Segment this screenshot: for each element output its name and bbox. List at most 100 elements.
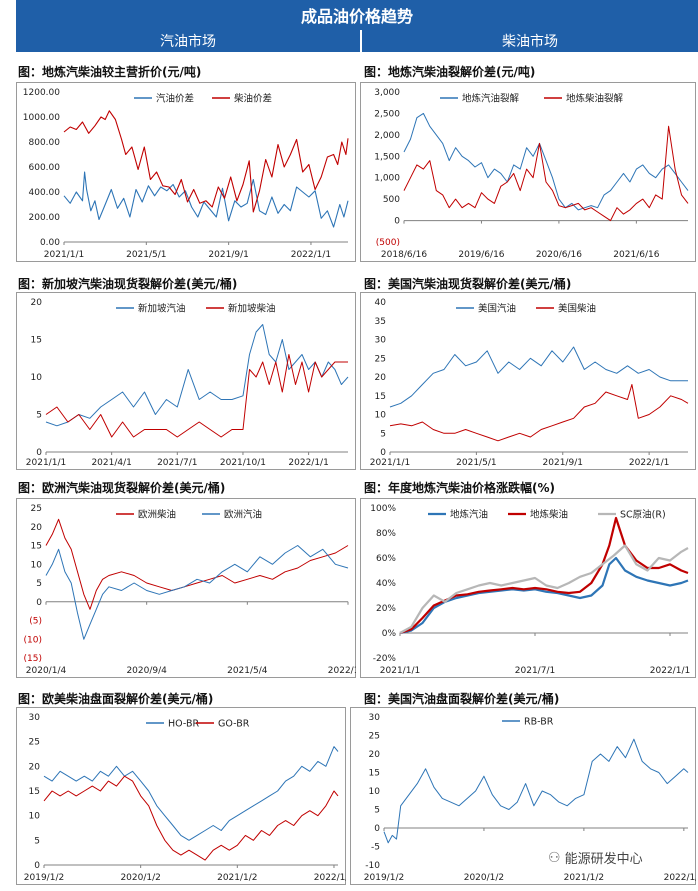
chart-singapore-crack-spread: 0 5 10 15 20 2021/1/1 2021/4/1 2021/7/1 2021/10/…	[16, 292, 356, 470]
chart-us-gasoline-futures-crack: -10 -5 0 5 10 15 20 25 30 2019/1/2 2020/1/2 2021/1/…	[350, 707, 696, 885]
legend-label: HO-BR	[168, 719, 199, 730]
y-tick-label: 0.00	[40, 238, 60, 248]
y-tick-label: 5	[380, 429, 386, 439]
y-tick-label: (15)	[24, 654, 42, 664]
chart-refinery-discount: 0.00 200.00 400.00 600.00 800.00 1000.00 1200.…	[16, 82, 356, 262]
x-tick-label: 2021/10/1	[220, 458, 266, 468]
y-tick-label: 0	[380, 448, 386, 458]
x-tick-label: 2021/1/1	[380, 666, 420, 676]
legend-label: RB-BR	[524, 717, 554, 728]
chart-us-spot-crack-spread: 0 5 10 15 20 25 30 35 40 2021/1/1 2021/5/1 2021/9/1…	[360, 292, 696, 470]
x-tick-label: 2021/5/4	[227, 666, 268, 676]
x-tick-label: 2022/1/1	[288, 458, 328, 468]
x-tick-label: 2021/1/2	[217, 873, 257, 883]
chart-title-5: 图：欧洲汽柴油现货裂解价差(美元/桶)	[18, 481, 226, 495]
wechat-icon: ⚇	[548, 849, 561, 866]
x-tick-label: 2020/1/2	[464, 873, 504, 883]
chart-frame	[360, 82, 696, 262]
legend-label: 地炼柴油裂解	[566, 93, 624, 105]
y-tick-label: 30	[375, 336, 387, 346]
legend-label: SC原油(R)	[620, 509, 666, 521]
legend-label: GO-BR	[218, 719, 250, 730]
chart-title-2: 图：地炼汽柴油裂解价差(元/吨)	[364, 65, 536, 79]
y-tick-label: 40	[375, 298, 387, 308]
y-tick-label: 25	[31, 504, 42, 514]
y-tick-label: 200.00	[29, 213, 61, 223]
legend-label: 美国汽油	[478, 303, 516, 315]
legend-label: 地炼柴油	[530, 509, 568, 521]
y-tick-label: 5	[36, 579, 42, 589]
chart-frame	[16, 707, 346, 885]
chart-frame	[360, 292, 696, 470]
y-tick-label: 600.00	[29, 163, 61, 173]
y-tick-label: 15	[369, 769, 380, 779]
series-line-2	[45, 354, 348, 438]
y-tick-label: 5	[374, 806, 380, 816]
watermark-text: 能源研发中心	[564, 852, 643, 867]
series-line-1	[45, 324, 349, 427]
series-line-2	[389, 384, 689, 442]
y-tick-label: -20%	[373, 654, 397, 664]
y-tick-label: 1000.00	[23, 113, 60, 123]
x-tick-label: 2022/1/1	[650, 666, 690, 676]
y-tick-label: 35	[375, 317, 386, 327]
x-tick-label: 2021/1/1	[44, 250, 84, 260]
series-line-1	[389, 346, 688, 408]
watermark: ⚇ 能源研发中心	[548, 848, 643, 868]
y-tick-label: 400.00	[29, 188, 61, 198]
y-tick-label: 10	[369, 787, 381, 797]
y-tick-label: 15	[375, 392, 386, 402]
y-tick-label: 25	[29, 738, 40, 748]
chart-title-6: 图：年度地炼汽柴油价格涨跌幅(%)	[364, 481, 555, 495]
x-tick-label: 2021/7/1	[515, 666, 555, 676]
y-tick-label: 500	[383, 195, 400, 205]
legend-label: 柴油价差	[234, 93, 272, 105]
chart-frame	[350, 707, 696, 885]
y-tick-label: 30	[29, 713, 41, 723]
chart-frame	[16, 498, 356, 678]
x-tick-label: 2021/1/1	[26, 458, 66, 468]
x-tick-label: 2019/1/2	[24, 873, 64, 883]
y-tick-label: 3,000	[374, 88, 400, 98]
x-tick-label: 2021/5/1	[456, 458, 496, 468]
chart-europe-crack-spread: (15) (10) (5) 0 5 10 15 20 25 2020/1/4 2020/9/4 202…	[16, 498, 356, 678]
series-line-1	[399, 556, 689, 635]
x-tick-label: 2020/1/4	[26, 666, 67, 676]
y-tick-label: 1200.00	[23, 88, 60, 98]
y-tick-label: 20	[31, 523, 43, 533]
series-line-1	[63, 171, 349, 228]
chart-title-4: 图：美国汽柴油现货裂解价差(美元/桶)	[364, 277, 572, 291]
y-tick-label: 5	[34, 836, 40, 846]
y-tick-label: 20	[31, 298, 43, 308]
series-line-1	[403, 112, 689, 211]
chart-frame	[16, 82, 356, 262]
y-tick-label: 20%	[376, 604, 396, 614]
y-tick-label: 25	[375, 354, 386, 364]
x-tick-label: 2022/1/1	[291, 250, 331, 260]
chart-title-1: 图：地炼汽柴油较主营折价(元/吨)	[18, 65, 202, 79]
section-header-gasoline: 汽油市场	[16, 30, 360, 52]
chart-title-8: 图：美国汽油盘面裂解价差(美元/桶)	[364, 692, 560, 706]
y-tick-label: 0	[36, 448, 42, 458]
y-tick-label: 15	[31, 542, 42, 552]
y-tick-label: 20	[29, 762, 41, 772]
y-tick-label: -10	[365, 861, 380, 871]
y-tick-label: 15	[31, 336, 42, 346]
x-tick-label: 2019/1/2	[364, 873, 404, 883]
x-tick-label: 2022/1/2	[664, 873, 696, 883]
x-tick-label: 2021/9/1	[543, 458, 583, 468]
y-tick-label: 0	[34, 861, 40, 871]
section-header-diesel: 柴油市场	[362, 30, 698, 52]
legend-label: 新加坡柴油	[228, 303, 276, 315]
legend-label: 欧洲汽油	[224, 509, 262, 521]
y-tick-label: 0%	[382, 629, 397, 639]
chart-title-7: 图：欧美柴油盘面裂解价差(美元/桶)	[18, 692, 214, 706]
page-header-title: 成品油价格趋势	[16, 0, 698, 30]
x-tick-label: 2021/9/1	[208, 250, 248, 260]
y-tick-label: 40%	[376, 579, 396, 589]
x-tick-label: 2021/1/2	[564, 873, 604, 883]
legend-label: 汽油价差	[156, 93, 194, 105]
x-tick-label: 2021/7/1	[157, 458, 197, 468]
series-line-2	[403, 125, 689, 222]
series-line-1	[45, 518, 349, 610]
